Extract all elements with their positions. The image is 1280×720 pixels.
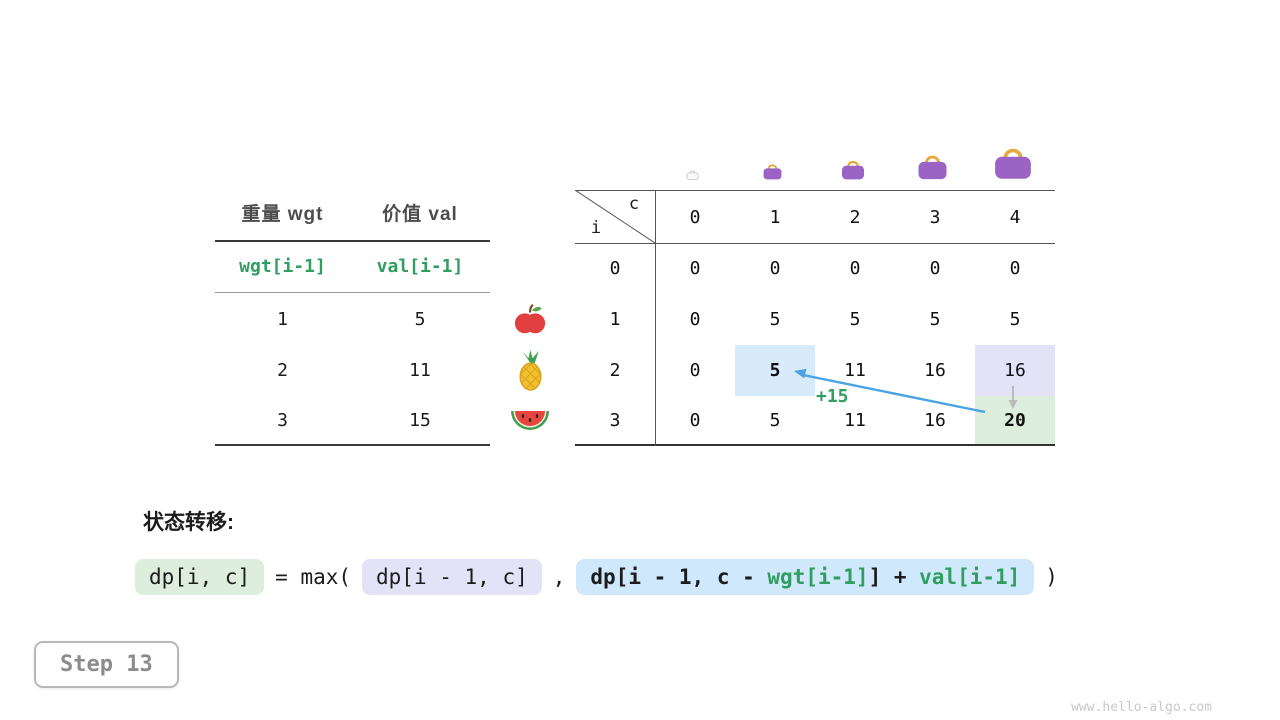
dp-corner-col-label: c — [628, 194, 640, 214]
bag-icon-capacity-1 — [763, 164, 782, 180]
dp-col-header: 0 — [689, 207, 701, 228]
dp-cell: 0 — [849, 258, 861, 279]
formula-equals-max: = max( — [275, 565, 352, 589]
dp-col-header: 2 — [849, 207, 861, 228]
dp-cell: 5 — [769, 309, 781, 330]
formula-option2-val: val[i-1] — [919, 565, 1021, 589]
dp-cell-target: 20 — [1004, 410, 1026, 431]
dp-cell: 5 — [849, 309, 861, 330]
dp-corner-row-label: i — [590, 218, 602, 238]
divider — [215, 240, 490, 242]
dp-cell: 0 — [689, 360, 701, 381]
item-row-val: 5 — [414, 309, 426, 330]
bag-icon-capacity-0 — [686, 170, 699, 180]
dp-cell: 0 — [689, 410, 701, 431]
divider — [215, 444, 490, 446]
item-row-wgt: 3 — [277, 410, 288, 431]
dp-cell: 16 — [924, 360, 946, 381]
items-col-value-header: 价值 val — [382, 204, 458, 225]
dp-cell: 11 — [844, 360, 866, 381]
item-row-wgt: 2 — [277, 360, 288, 381]
apple-icon — [514, 304, 546, 334]
dp-row-header: 0 — [609, 258, 621, 279]
watermelon-icon — [511, 411, 549, 430]
state-transition-label: 状态转移: — [143, 511, 234, 534]
formula-lhs-box: dp[i, c] — [135, 559, 265, 595]
dp-col-header: 4 — [1009, 207, 1021, 228]
divider — [575, 190, 1055, 191]
bag-icon-capacity-2 — [842, 160, 864, 180]
item-row-wgt: 1 — [277, 309, 288, 330]
dp-cell: 0 — [1009, 258, 1021, 279]
bag-icon-capacity-4 — [995, 148, 1031, 179]
items-table: 重量 wgt 价值 val wgt[i-1] val[i-1] 1 5 2 11… — [215, 190, 490, 448]
item-row-val: 15 — [409, 410, 431, 431]
formula-option2-mid: ] + — [868, 565, 920, 589]
dp-cell: 5 — [929, 309, 941, 330]
dp-row-header: 1 — [609, 309, 621, 330]
dp-cell: 5 — [769, 410, 781, 431]
formula-close-paren: ) — [1045, 565, 1058, 589]
dp-cell-source: 5 — [769, 360, 781, 381]
pineapple-icon — [519, 350, 542, 391]
watermark: www.hello-algo.com — [1071, 700, 1212, 715]
dp-cell: 0 — [769, 258, 781, 279]
dp-cell: 5 — [1009, 309, 1021, 330]
transfer-value-label: +15 — [816, 386, 849, 407]
dp-cell: 11 — [844, 410, 866, 431]
divider — [575, 444, 1055, 446]
items-col-weight-header: 重量 wgt — [241, 204, 324, 225]
formula-comma: , — [552, 565, 566, 589]
divider — [215, 292, 490, 293]
dp-col-header: 3 — [929, 207, 941, 228]
dp-cell: 0 — [929, 258, 941, 279]
dp-table: c i 0 1 2 3 4 0 1 2 3 0 0 0 0 0 0 5 5 5 … — [575, 190, 1055, 446]
item-row-val: 11 — [409, 360, 431, 381]
divider — [575, 243, 1055, 244]
dp-row-header: 3 — [609, 410, 621, 431]
dp-cell-carry: 16 — [1004, 360, 1026, 381]
formula-option2-pre: dp[i - 1, c - — [590, 565, 768, 589]
divider — [655, 190, 656, 446]
dp-cell: 0 — [689, 258, 701, 279]
formula-option1-box: dp[i - 1, c] — [362, 559, 542, 595]
dp-cell: 16 — [924, 410, 946, 431]
dp-col-header: 1 — [769, 207, 781, 228]
dp-highlight-carry-cell — [975, 345, 1055, 396]
formula-option2-wgt: wgt[i-1] — [767, 565, 869, 589]
items-formula-wgt: wgt[i-1] — [239, 256, 326, 277]
formula-option2-box: dp[i - 1, c - wgt[i-1]] + val[i-1] — [576, 559, 1035, 595]
dp-cell: 0 — [689, 309, 701, 330]
state-transition-formula: dp[i, c] = max( dp[i - 1, c] , dp[i - 1,… — [135, 559, 1058, 595]
dp-row-header: 2 — [609, 360, 621, 381]
dp-corner-diagonal — [575, 190, 655, 243]
items-formula-val: val[i-1] — [376, 256, 464, 277]
step-badge: Step 13 — [34, 641, 179, 688]
bag-icon-capacity-3 — [918, 155, 947, 180]
